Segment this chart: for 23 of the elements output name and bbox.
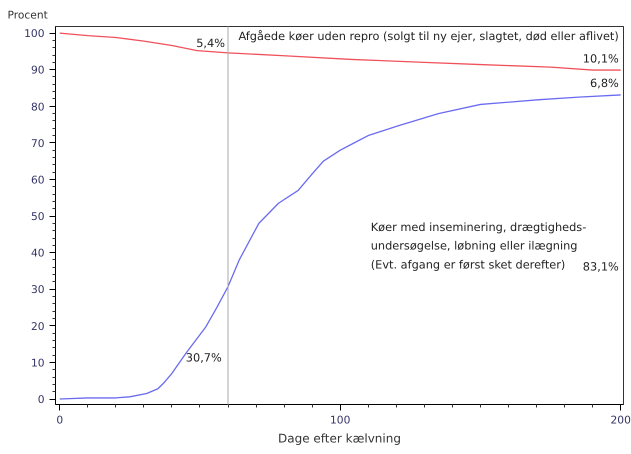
x-tick-label: 0 bbox=[56, 414, 64, 426]
y-tick-label: 50 bbox=[30, 210, 45, 224]
line-series bbox=[59, 32, 622, 71]
y-tick-label: 10 bbox=[30, 356, 45, 370]
annotation: 30,7% bbox=[186, 350, 222, 364]
y-tick-label: 80 bbox=[30, 100, 45, 114]
annotation: 5,4% bbox=[196, 36, 226, 50]
x-tick-label: 200 bbox=[610, 414, 631, 426]
line-series bbox=[59, 94, 622, 400]
x-tick-label: 100 bbox=[330, 414, 351, 426]
y-tick-label: 90 bbox=[30, 64, 45, 77]
y-axis-title: Procent bbox=[8, 8, 48, 22]
x-axis-title: Dage efter kælvning bbox=[278, 432, 401, 446]
y-tick-label: 20 bbox=[30, 320, 45, 333]
annotation: 10,1% bbox=[582, 52, 620, 66]
y-tick-label: 0 bbox=[38, 393, 45, 406]
annotation: Afgåede køer uden repro (solgt til ny ejer, slagtet, død eller aflivet) bbox=[238, 28, 619, 43]
y-tick-label: 60 bbox=[30, 173, 45, 186]
annotation: 6,8% bbox=[590, 76, 620, 90]
y-tick-label: 40 bbox=[30, 246, 45, 260]
y-tick-label: 30 bbox=[30, 283, 45, 296]
y-tick-label: 100 bbox=[24, 27, 45, 40]
y-tick-label: 70 bbox=[30, 136, 45, 150]
